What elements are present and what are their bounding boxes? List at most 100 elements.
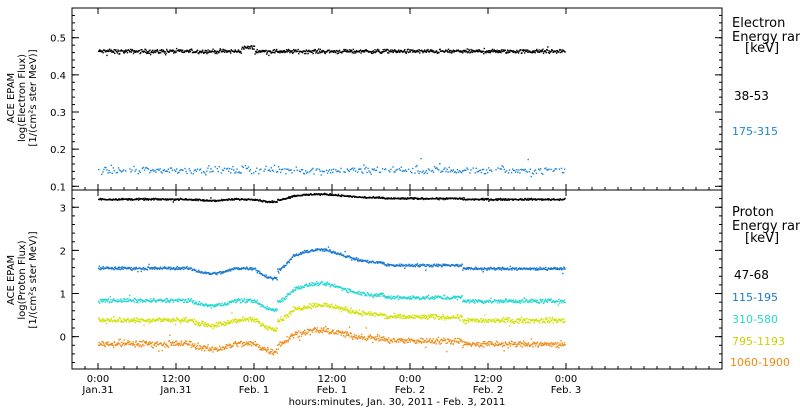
data-point — [246, 267, 248, 269]
data-point — [380, 261, 383, 263]
data-point — [101, 267, 104, 269]
data-point — [532, 51, 534, 54]
data-point — [280, 301, 282, 303]
data-point — [180, 320, 182, 322]
data-point — [171, 49, 173, 51]
data-point — [185, 50, 188, 52]
data-point — [157, 51, 160, 54]
data-point — [153, 344, 156, 346]
data-point — [100, 299, 103, 302]
data-point — [416, 164, 418, 167]
data-point — [343, 171, 345, 173]
data-point — [478, 169, 480, 172]
data-point — [516, 49, 518, 52]
data-point — [164, 299, 166, 301]
electron-plot-frame — [71, 7, 723, 191]
data-point — [258, 344, 261, 347]
data-point — [345, 309, 347, 311]
data-point — [412, 197, 414, 199]
data-point — [167, 168, 170, 170]
data-point — [349, 290, 351, 293]
data-point — [336, 49, 338, 52]
data-point — [483, 321, 485, 323]
data-point — [117, 268, 119, 271]
data-point — [475, 49, 477, 52]
data-point — [487, 268, 489, 270]
data-point — [473, 300, 476, 302]
data-point — [189, 300, 191, 302]
data-point — [398, 314, 400, 316]
data-point — [422, 296, 424, 298]
data-point — [330, 251, 332, 254]
data-point — [241, 342, 244, 344]
data-point — [538, 302, 541, 304]
data-point — [225, 168, 228, 170]
data-point — [321, 281, 324, 283]
data-point — [179, 268, 182, 271]
data-point — [422, 316, 425, 319]
data-point — [522, 268, 525, 270]
data-point — [532, 173, 535, 175]
data-point — [499, 51, 502, 53]
data-point — [294, 50, 296, 53]
data-point — [142, 166, 145, 169]
data-point — [320, 282, 323, 284]
data-point — [405, 170, 408, 173]
data-point — [98, 317, 100, 319]
data-point — [399, 296, 401, 298]
data-point — [188, 343, 190, 345]
data-point — [103, 299, 105, 302]
data-point — [210, 307, 213, 309]
data-point — [193, 344, 195, 347]
data-point — [204, 271, 206, 273]
electron-legend-38-53: 38-53 — [734, 89, 769, 103]
data-point — [531, 299, 534, 301]
data-point — [337, 193, 340, 196]
data-point — [229, 346, 231, 349]
data-point — [165, 343, 167, 345]
data-point — [537, 51, 540, 53]
data-point — [524, 267, 526, 270]
data-point — [353, 167, 356, 169]
data-point — [436, 167, 438, 169]
data-point — [437, 197, 440, 200]
data-point — [490, 297, 492, 299]
data-point — [413, 51, 415, 53]
data-point — [136, 320, 138, 322]
data-point — [416, 49, 419, 52]
data-point — [184, 342, 186, 344]
data-point — [216, 350, 219, 352]
data-point — [394, 296, 396, 298]
data-point — [191, 49, 193, 51]
data-point — [129, 168, 131, 170]
data-point — [346, 307, 348, 310]
data-point — [274, 308, 277, 310]
data-point — [204, 51, 206, 53]
data-point — [485, 268, 488, 270]
data-point — [533, 267, 536, 269]
data-point — [263, 347, 266, 349]
data-point — [162, 49, 164, 51]
data-point — [317, 48, 320, 50]
data-point — [183, 301, 185, 303]
data-point — [188, 340, 190, 343]
data-point — [238, 50, 240, 53]
data-point — [464, 49, 467, 52]
data-point — [315, 52, 317, 54]
data-point — [462, 319, 464, 321]
data-point — [279, 52, 281, 54]
data-point — [120, 50, 122, 52]
data-point — [441, 316, 444, 318]
data-point — [195, 320, 198, 322]
data-point — [179, 50, 181, 52]
data-point — [209, 50, 211, 52]
data-point — [208, 51, 210, 53]
data-point — [489, 51, 492, 54]
data-point — [175, 340, 178, 342]
data-point — [103, 342, 105, 344]
data-point — [429, 298, 431, 300]
data-point — [247, 300, 249, 302]
data-point — [150, 301, 152, 303]
data-point — [333, 194, 336, 197]
data-point — [312, 302, 314, 305]
